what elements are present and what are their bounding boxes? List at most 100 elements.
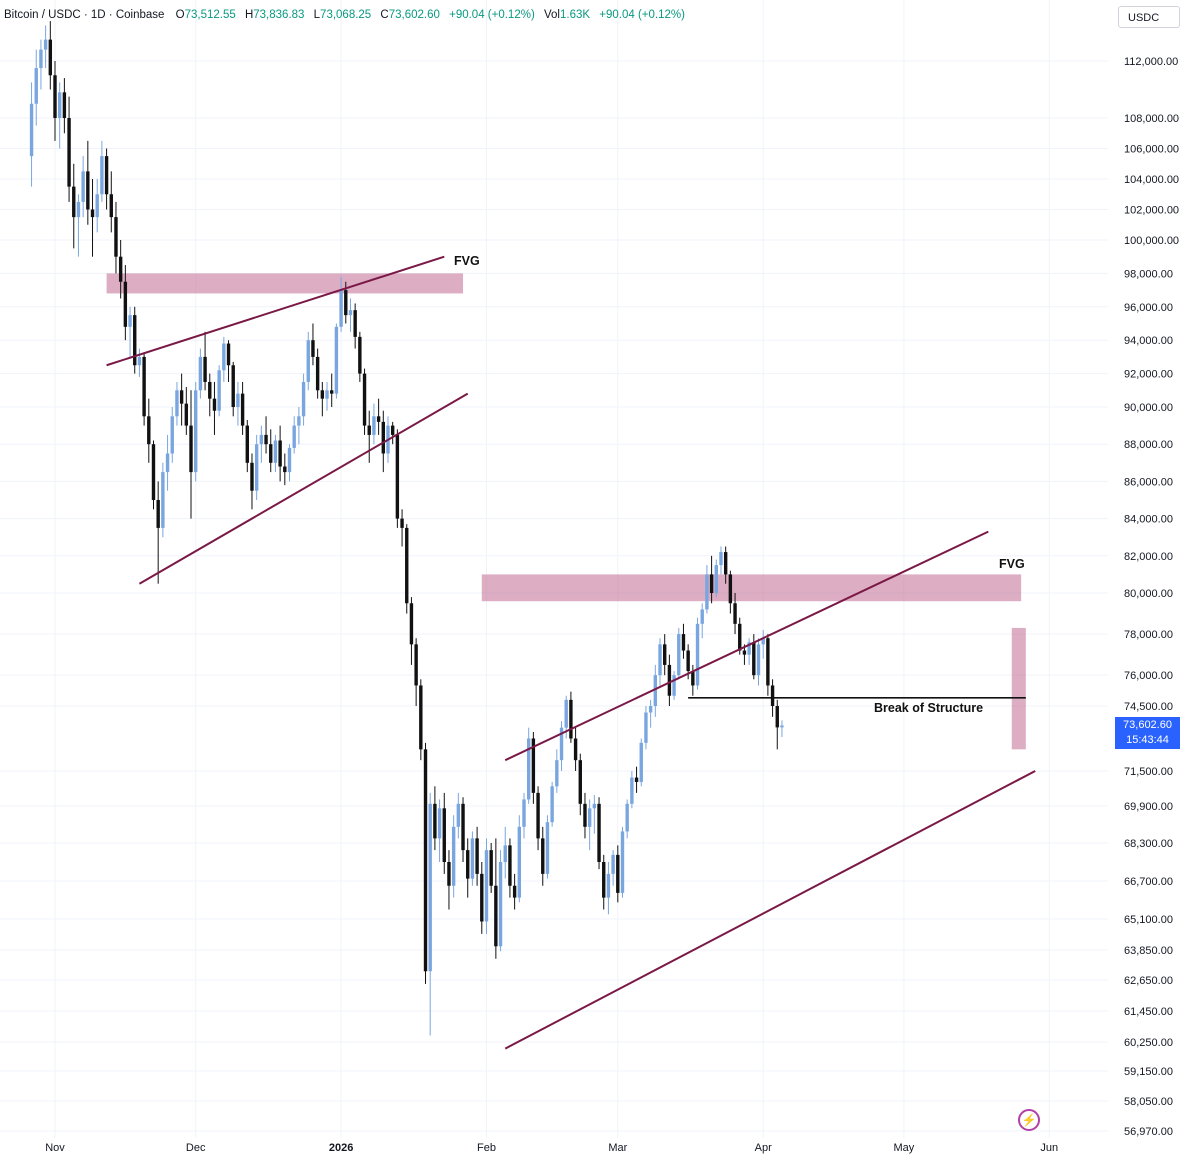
- candle-body: [222, 343, 226, 371]
- candle-body: [320, 390, 325, 399]
- candle-body: [344, 290, 348, 316]
- candle-body: [691, 671, 695, 686]
- price-axis-label: 82,000.00: [1124, 551, 1173, 563]
- candle-body: [283, 466, 287, 473]
- candle-body: [306, 340, 310, 382]
- candle-body: [264, 434, 268, 445]
- candle-body: [104, 156, 109, 195]
- candle-body: [653, 675, 658, 706]
- price-axis-label: 69,900.00: [1124, 801, 1173, 813]
- price-axis-label: 84,000.00: [1124, 514, 1173, 526]
- candle-body: [95, 194, 99, 218]
- candle-body: [208, 381, 212, 399]
- candle-body: [442, 808, 446, 862]
- candle-body: [658, 644, 662, 676]
- candle-body: [611, 854, 615, 874]
- ohlc-header: Bitcoin / USDC · 1D · Coinbase O73,512.5…: [4, 9, 691, 21]
- time-axis-label: Feb: [477, 1142, 496, 1154]
- candle-body: [245, 425, 249, 463]
- annotation-label: FVG: [454, 254, 480, 268]
- candle-body: [770, 685, 775, 706]
- candle-body: [681, 634, 686, 651]
- price-axis-label: 62,650.00: [1124, 975, 1173, 987]
- candle-body: [517, 826, 522, 898]
- candle-body: [625, 803, 629, 832]
- candle-body: [677, 634, 681, 676]
- volume-label: Vol: [543, 9, 560, 21]
- candle-body: [531, 738, 536, 793]
- candle-body: [555, 760, 559, 787]
- candle-body: [400, 518, 404, 528]
- candle-body: [559, 727, 564, 761]
- candle-body: [179, 390, 184, 404]
- candle-body: [484, 850, 489, 922]
- candle-body: [742, 650, 747, 655]
- bar-countdown: 15:43:44: [1126, 734, 1169, 746]
- candle-body: [738, 623, 742, 651]
- candle-body: [34, 68, 38, 104]
- price-axis-label: 58,050.00: [1124, 1096, 1173, 1108]
- symbol-label[interactable]: Bitcoin / USDC · 1D · Coinbase: [4, 9, 165, 21]
- candle-body: [226, 343, 231, 366]
- candle-body: [133, 315, 137, 366]
- candle-body: [630, 777, 634, 804]
- trendline-1: [138, 392, 469, 585]
- time-axis-label: Apr: [755, 1142, 772, 1154]
- candle-body: [203, 356, 207, 382]
- candle-body: [358, 336, 362, 374]
- candle-body: [634, 777, 639, 782]
- candle-body: [714, 565, 718, 593]
- time-axis-label: 2026: [329, 1142, 353, 1154]
- candle-body: [461, 803, 465, 851]
- candle-body: [123, 281, 128, 327]
- price-axis-label: 102,000.00: [1124, 205, 1179, 217]
- low-label: L: [313, 9, 321, 21]
- price-axis-label: 68,300.00: [1124, 838, 1173, 850]
- open-label: O: [175, 9, 185, 21]
- price-axis-label: 78,000.00: [1124, 629, 1173, 641]
- candle-body: [118, 256, 123, 282]
- candle-body: [390, 425, 395, 435]
- candle-body: [587, 808, 592, 827]
- time-axis-label: Mar: [608, 1142, 627, 1154]
- price-axis-label: 94,000.00: [1124, 335, 1173, 347]
- candle-body: [620, 831, 625, 893]
- candle-body: [372, 416, 376, 435]
- candle-body: [231, 365, 235, 407]
- candle-body: [29, 103, 34, 157]
- candle-body: [639, 742, 643, 782]
- candle-body: [240, 393, 245, 426]
- candle-body: [564, 699, 568, 728]
- candle-body: [508, 845, 512, 886]
- candle-body: [709, 574, 714, 593]
- candle-body: [700, 609, 704, 624]
- candle-body: [67, 118, 71, 187]
- candle-body: [409, 603, 414, 645]
- candle-body: [189, 425, 193, 473]
- price-axis-label: 76,000.00: [1124, 670, 1173, 682]
- candle-body: [686, 650, 690, 672]
- currency-button[interactable]: USDC: [1118, 6, 1180, 28]
- candle-body: [311, 340, 315, 357]
- candle-body: [273, 440, 278, 463]
- candle-body: [456, 803, 461, 827]
- candle-body: [695, 623, 700, 686]
- candle-body: [395, 434, 400, 519]
- candle-body: [194, 390, 198, 473]
- candle-body: [301, 381, 306, 417]
- candle-body: [423, 749, 428, 972]
- last-price-tag: 73,602.60 15:43:44: [1115, 717, 1180, 749]
- candle-body: [287, 447, 292, 473]
- candle-body: [39, 49, 43, 69]
- candle-body: [170, 416, 174, 454]
- candle-body: [597, 803, 601, 862]
- time-axis-label: Dec: [186, 1142, 206, 1154]
- price-axis-label: 63,850.00: [1124, 945, 1173, 957]
- price-axis-label: 92,000.00: [1124, 369, 1173, 381]
- time-axis-label: Nov: [45, 1142, 65, 1154]
- lightning-icon[interactable]: ⚡: [1018, 1109, 1040, 1131]
- candle-body: [466, 850, 470, 879]
- candle-body: [81, 171, 85, 202]
- candle-body: [733, 603, 737, 624]
